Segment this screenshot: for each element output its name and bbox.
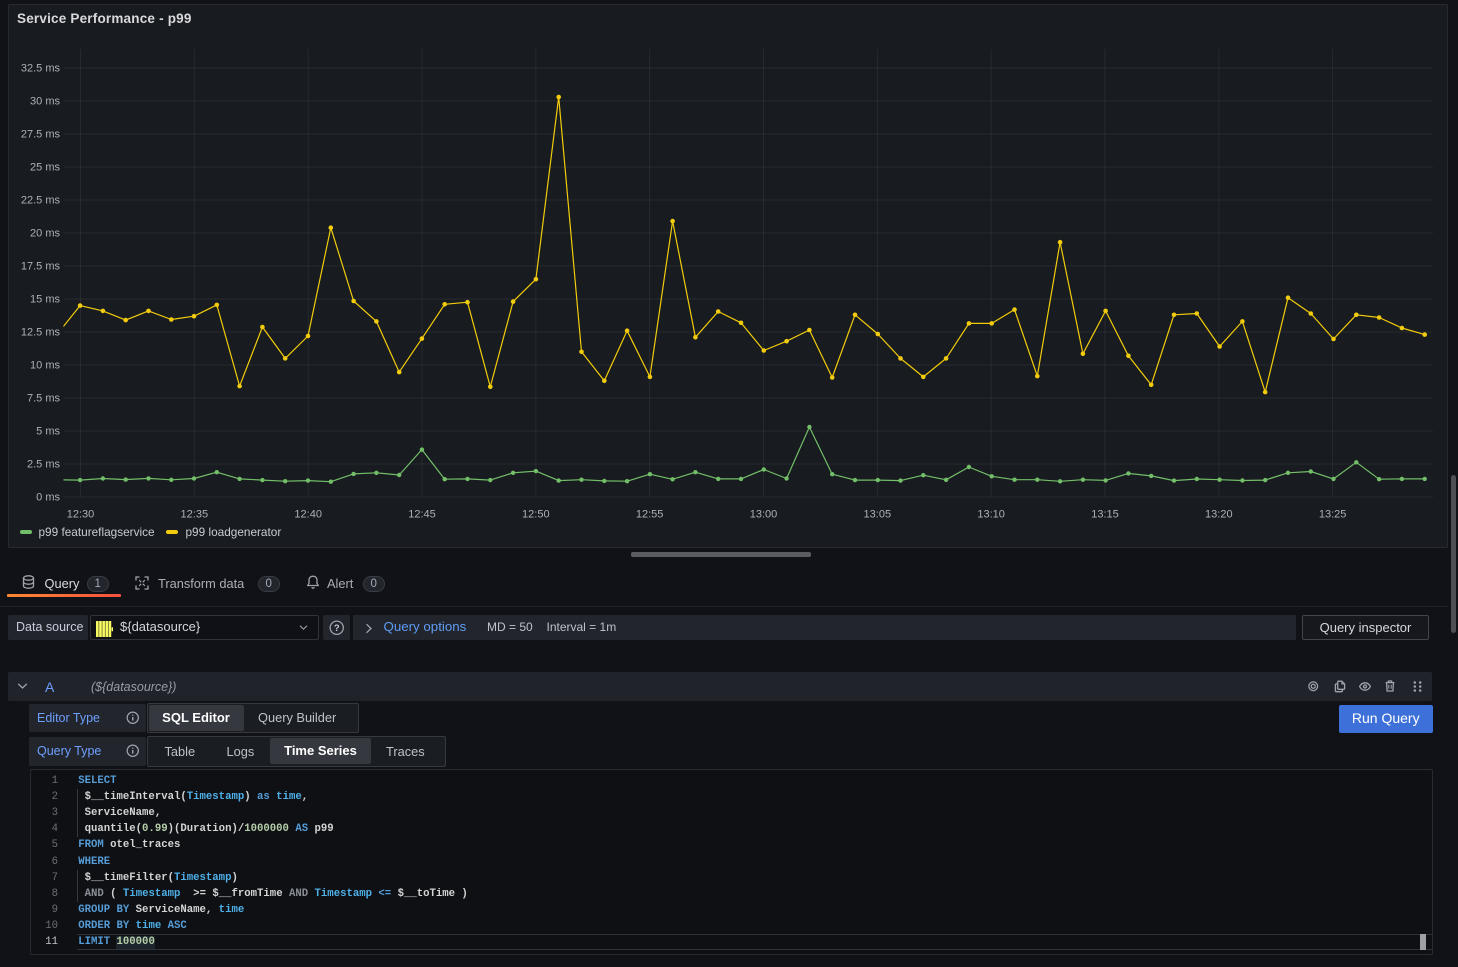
svg-text:12:55: 12:55 — [636, 509, 664, 521]
svg-text:17.5 ms: 17.5 ms — [21, 261, 61, 273]
svg-text:12:50: 12:50 — [522, 509, 550, 521]
svg-text:10 ms: 10 ms — [30, 360, 60, 372]
svg-text:13:05: 13:05 — [864, 509, 892, 521]
svg-text:22.5 ms: 22.5 ms — [21, 195, 61, 207]
svg-text:12:35: 12:35 — [181, 509, 209, 521]
svg-text:30 ms: 30 ms — [30, 96, 60, 108]
svg-text:13:15: 13:15 — [1091, 509, 1119, 521]
svg-text:13:20: 13:20 — [1205, 509, 1233, 521]
svg-text:12:40: 12:40 — [294, 509, 322, 521]
svg-text:?: ? — [333, 622, 339, 632]
svg-text:12:30: 12:30 — [67, 509, 95, 521]
svg-text:25 ms: 25 ms — [30, 162, 60, 174]
svg-text:13:10: 13:10 — [977, 509, 1005, 521]
svg-text:12.5 ms: 12.5 ms — [21, 327, 61, 339]
svg-text:27.5 ms: 27.5 ms — [21, 129, 61, 141]
svg-text:2.5 ms: 2.5 ms — [27, 459, 61, 471]
svg-text:32.5 ms: 32.5 ms — [21, 63, 61, 75]
svg-text:15 ms: 15 ms — [30, 294, 60, 306]
svg-text:7.5 ms: 7.5 ms — [27, 393, 61, 405]
svg-text:0 ms: 0 ms — [36, 492, 60, 504]
svg-text:13:25: 13:25 — [1319, 509, 1347, 521]
svg-text:12:45: 12:45 — [408, 509, 436, 521]
svg-text:20 ms: 20 ms — [30, 228, 60, 240]
svg-text:13:00: 13:00 — [750, 509, 778, 521]
svg-text:5 ms: 5 ms — [36, 426, 60, 438]
